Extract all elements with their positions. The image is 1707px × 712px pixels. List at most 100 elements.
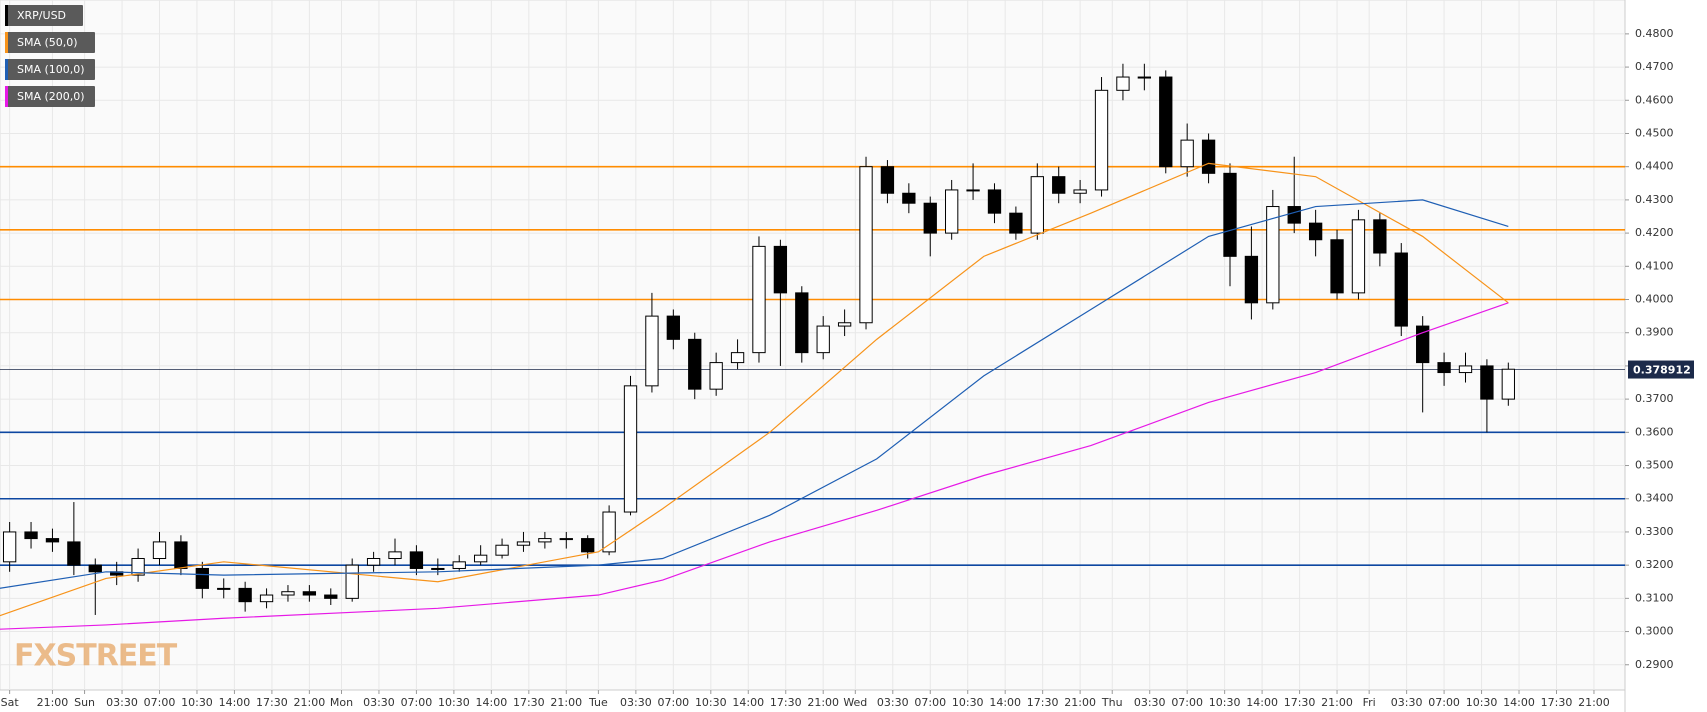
x-tick-label: 17:30 [770,696,802,709]
sma-line [0,162,1509,617]
x-tick-label: 21:00 [807,696,839,709]
x-tick-label: 03:30 [363,696,395,709]
candle-body [1501,368,1515,400]
y-tick-label: 0.3400 [1635,492,1674,505]
candle-body [773,245,788,294]
candle-body [88,564,102,573]
candle-body [217,587,231,590]
legend-label: SMA (50,0) [17,36,78,49]
candle-body [1458,365,1473,374]
x-tick-label: 07:00 [1171,696,1203,709]
legend-box [5,5,83,26]
candle-body [1480,365,1494,400]
sma-line [0,199,1509,589]
candle-body [795,292,809,354]
x-tick-label: 14:00 [476,696,508,709]
candle-body [1416,325,1430,364]
x-tick-label: 10:30 [438,696,470,709]
candle-body [302,591,317,596]
y-tick-label: 0.3300 [1635,525,1674,538]
candle-body [1137,76,1152,79]
x-tick-label: 17:30 [256,696,288,709]
x-tick-label: 21:00 [294,696,326,709]
candle-body [281,591,295,596]
candle-body [1030,176,1044,234]
x-tick-label: 17:30 [513,696,545,709]
candle-body [24,531,38,540]
candle-body [409,551,424,569]
x-tick-label: Tue [588,696,608,709]
candle-body [1373,219,1387,254]
candle-body [1308,222,1323,241]
candle-body [1223,172,1237,257]
candle-body [559,538,573,541]
x-tick-label: 07:00 [1428,696,1460,709]
x-tick-label: Thu [1101,696,1123,709]
y-tick-label: 0.4300 [1635,193,1674,206]
y-tick-label: 0.4500 [1635,126,1674,139]
candle-body [816,325,830,354]
candle-body [1073,189,1087,194]
candle-body [2,531,17,563]
legend-label: SMA (200,0) [17,90,85,103]
legend-label: SMA (100,0) [17,63,85,76]
legend-swatch [5,86,8,107]
candle-body [645,315,659,387]
candle-body [987,189,1002,214]
x-tick-label: 03:30 [1134,696,1166,709]
candle-body [1266,206,1280,304]
x-tick-label: 07:00 [144,696,176,709]
last-price-label: 0.378912 [1633,364,1691,377]
legend-box [5,32,95,53]
x-tick-label: 21:00 [1578,696,1610,709]
candle-body [1052,176,1066,194]
candle-body [388,551,402,560]
candle-body [1351,219,1366,294]
candle-body [923,202,937,234]
candle-body [1094,89,1109,191]
candle-body [67,541,81,566]
x-tick-label: 17:30 [1284,696,1316,709]
plot-area [0,0,1626,691]
candle-body [1180,139,1194,168]
candle-body [366,558,381,566]
x-tick-label: 21:00 [550,696,582,709]
x-tick-label: 17:30 [1027,696,1059,709]
y-tick-label: 0.3200 [1635,558,1674,571]
candle-body [623,385,638,513]
x-tick-label: 14:00 [219,696,251,709]
x-tick-label: Sun [74,696,95,709]
y-tick-label: 0.4000 [1635,293,1674,306]
x-tick-label: 14:00 [989,696,1021,709]
candle-body [495,544,509,556]
candle-body [431,567,445,570]
candle-body [195,567,209,589]
candle-body [473,554,488,563]
candle-body [902,192,916,204]
x-tick-label: 14:00 [1246,696,1278,709]
candle-body [1330,239,1344,294]
candle-body [516,541,531,546]
y-tick-label: 0.3100 [1635,591,1674,604]
x-tick-label: Mon [330,696,353,709]
y-tick-label: 0.2900 [1635,658,1674,671]
y-tick-label: 0.4400 [1635,160,1674,173]
last-price-tag [1628,360,1694,379]
candle-body [452,561,466,569]
candle-body [174,541,188,569]
x-tick-label: 03:30 [1391,696,1423,709]
x-tick-label: 17:30 [1541,696,1573,709]
candle-body [152,541,167,560]
legend-swatch [5,5,8,26]
x-tick-label: 10:30 [1209,696,1241,709]
legend-box [5,86,95,107]
legend-label: XRP/USD [17,9,66,22]
y-tick-label: 0.3600 [1635,425,1674,438]
candle-body [945,189,959,234]
x-tick-label: 03:30 [620,696,652,709]
candle-body [1159,76,1173,168]
x-tick-label: 07:00 [657,696,689,709]
logo: FXSTREET [14,639,178,674]
x-tick-label: 21:00 [37,696,69,709]
